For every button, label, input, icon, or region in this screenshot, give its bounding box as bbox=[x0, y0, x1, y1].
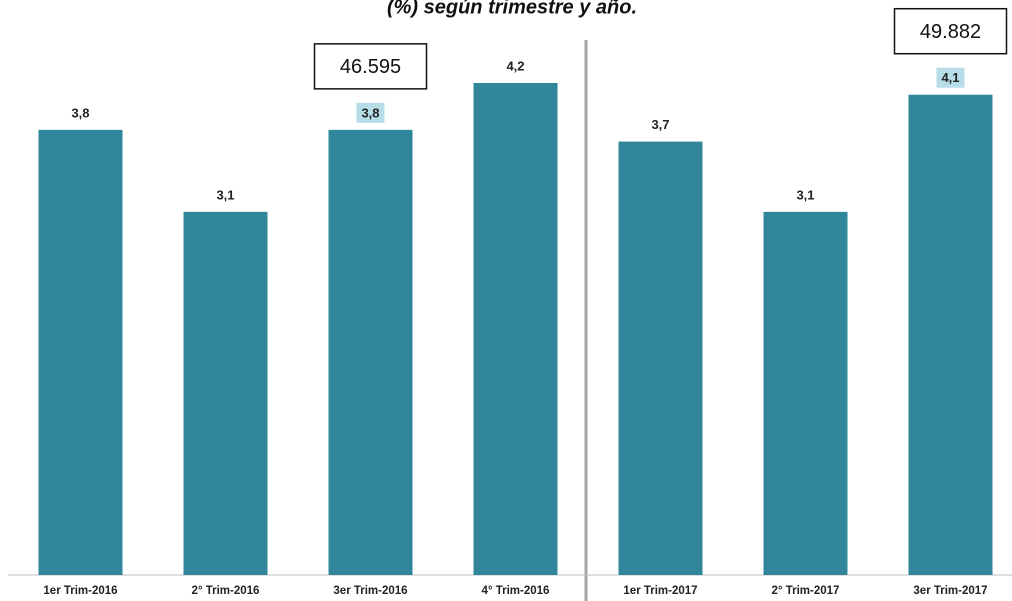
value-label: 3,8 bbox=[361, 105, 379, 120]
bar bbox=[618, 141, 703, 576]
value-label: 3,7 bbox=[651, 117, 669, 132]
annotation-box bbox=[313, 43, 428, 90]
x-tick-label: 1er Trim-2017 bbox=[623, 585, 697, 597]
label-highlight bbox=[936, 67, 965, 88]
value-label: 3,1 bbox=[796, 187, 814, 202]
x-tick-label: 3er Trim-2017 bbox=[913, 585, 987, 597]
chart-title: (%) según trimestre y año. bbox=[387, 0, 637, 18]
value-label: 4,2 bbox=[506, 58, 524, 73]
value-label: 3,8 bbox=[71, 105, 89, 120]
bar bbox=[38, 129, 123, 575]
annotation-box bbox=[893, 7, 1008, 55]
x-tick-label: 2° Trim-2017 bbox=[772, 585, 840, 597]
x-tick-label: 3er Trim-2016 bbox=[333, 585, 407, 597]
bar bbox=[328, 129, 413, 575]
value-label: 3,1 bbox=[216, 187, 234, 202]
label-highlight bbox=[356, 102, 385, 123]
bar bbox=[763, 211, 848, 575]
x-tick-label: 1er Trim-2016 bbox=[43, 585, 117, 597]
bar bbox=[183, 211, 268, 575]
bar bbox=[473, 83, 558, 575]
x-tick-label: 4° Trim-2016 bbox=[482, 585, 550, 597]
value-label: 4,1 bbox=[941, 70, 959, 85]
x-tick-label: 2° Trim-2016 bbox=[192, 585, 260, 597]
annotation: 49.882 bbox=[920, 21, 981, 43]
annotation: 46.595 bbox=[340, 56, 401, 78]
bar bbox=[908, 94, 993, 575]
